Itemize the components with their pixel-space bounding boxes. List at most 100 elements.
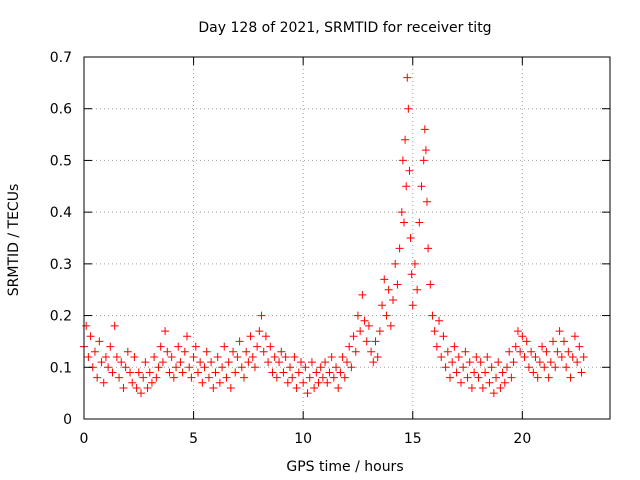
data-point	[183, 332, 192, 341]
axis-ticks: 0 5 10 15 20 0 0.1 0.2 0.3 0.4 0.5 0.6 0.7	[50, 50, 610, 447]
data-point	[196, 358, 205, 367]
data-point	[529, 368, 538, 377]
data-point	[253, 342, 262, 351]
data-point	[426, 280, 435, 289]
data-point	[99, 378, 108, 387]
data-point	[478, 383, 487, 392]
data-point	[325, 368, 334, 377]
data-point	[544, 373, 553, 382]
data-point	[522, 337, 531, 346]
data-point	[198, 378, 207, 387]
x-tick-label: 15	[404, 431, 422, 447]
data-point	[329, 373, 338, 382]
data-point	[358, 290, 367, 299]
data-point	[496, 383, 505, 392]
data-point	[347, 363, 356, 372]
data-point	[222, 373, 231, 382]
data-point	[474, 373, 483, 382]
data-point	[353, 311, 362, 320]
data-point	[307, 358, 316, 367]
data-point	[435, 316, 444, 325]
data-point	[406, 234, 415, 242]
chart-title: Day 128 of 2021, SRMTID for receiver tit…	[198, 20, 491, 36]
data-point	[110, 321, 119, 330]
data-point	[373, 352, 382, 361]
data-point	[233, 352, 242, 361]
data-point	[356, 327, 365, 336]
data-point	[452, 368, 461, 377]
data-point	[231, 368, 240, 377]
data-point	[439, 332, 448, 341]
data-point	[527, 347, 536, 356]
data-point	[318, 373, 327, 382]
data-point	[413, 285, 422, 294]
data-point	[126, 368, 135, 377]
data-point	[568, 352, 577, 361]
data-point	[500, 378, 509, 387]
data-point	[213, 352, 222, 361]
data-point	[204, 373, 213, 382]
data-point	[420, 125, 429, 134]
data-point	[397, 208, 406, 217]
data-point	[551, 363, 560, 372]
data-point	[371, 337, 380, 346]
data-point	[421, 146, 430, 155]
data-point	[281, 352, 290, 361]
y-tick-label: 0.2	[50, 309, 72, 325]
y-tick-label: 0.4	[50, 205, 72, 221]
data-point	[145, 368, 154, 377]
data-point	[402, 182, 411, 191]
data-point	[579, 352, 588, 361]
data-point	[279, 368, 288, 377]
data-point	[535, 358, 544, 367]
data-point	[303, 389, 312, 398]
data-point	[472, 352, 481, 361]
data-point	[407, 270, 416, 279]
data-point	[518, 332, 527, 341]
data-point	[82, 321, 91, 330]
data-point	[557, 352, 566, 361]
data-point	[334, 383, 343, 392]
data-point	[546, 358, 555, 367]
data-point	[93, 373, 102, 382]
data-point	[294, 368, 303, 377]
data-point	[237, 363, 246, 372]
data-point	[84, 352, 93, 361]
data-point	[277, 347, 286, 356]
data-point	[524, 363, 533, 372]
data-point	[286, 363, 295, 372]
data-point	[275, 358, 284, 367]
data-point	[152, 373, 161, 382]
data-point	[156, 342, 165, 351]
data-point	[270, 352, 279, 361]
data-point	[272, 373, 281, 382]
data-point	[389, 296, 398, 305]
plot-frame	[83, 56, 611, 420]
data-point	[163, 347, 172, 356]
data-point	[108, 368, 117, 377]
data-point	[399, 218, 408, 227]
data-point	[487, 363, 496, 372]
data-point	[509, 358, 518, 367]
data-point	[492, 373, 501, 382]
data-point	[242, 347, 251, 356]
data-point	[364, 321, 373, 330]
data-point	[224, 358, 233, 367]
data-point	[332, 363, 341, 372]
data-point	[101, 352, 110, 361]
data-point	[220, 342, 229, 351]
data-point	[266, 342, 275, 351]
data-point	[549, 337, 558, 346]
data-point	[290, 352, 299, 361]
data-point	[143, 383, 152, 392]
data-point	[424, 244, 433, 253]
data-point	[154, 363, 163, 372]
data-point	[130, 352, 139, 361]
data-point	[516, 347, 525, 356]
data-point	[255, 327, 264, 336]
data-point	[323, 378, 332, 387]
data-point	[351, 347, 360, 356]
data-point	[305, 373, 314, 382]
data-point	[428, 311, 437, 320]
data-point	[454, 352, 463, 361]
